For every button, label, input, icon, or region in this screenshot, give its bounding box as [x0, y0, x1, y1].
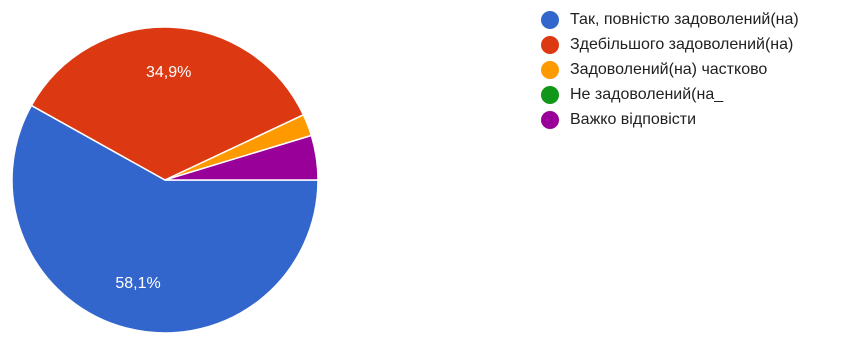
legend-label: Здебільшого задоволений(на)	[570, 36, 794, 53]
legend-swatch	[541, 11, 559, 29]
legend-item-fully-satisfied[interactable]: Так, повністю задоволений(на)	[541, 8, 799, 32]
legend-label: Задоволений(на) частково	[570, 61, 768, 78]
legend-swatch	[541, 111, 559, 129]
legend-swatch	[541, 36, 559, 54]
pie-slice-1[interactable]	[30, 26, 305, 181]
legend-label: Не задоволений(на_	[570, 86, 724, 103]
legend-item-not-satisfied[interactable]: Не задоволений(на_	[541, 83, 799, 107]
slice-data-label-0: 58,1%	[115, 275, 160, 292]
legend-label: Важко відповісти	[570, 111, 697, 128]
legend-item-mostly-satisfied[interactable]: Здебільшого задоволений(на)	[541, 33, 799, 57]
legend-swatch	[541, 61, 559, 79]
chart-legend: Так, повністю задоволений(на) Здебільшог…	[541, 8, 799, 133]
legend-label: Так, повністю задоволений(на)	[570, 11, 799, 28]
legend-item-hard-to-answer[interactable]: Важко відповісти	[541, 108, 799, 132]
legend-item-partially-satisfied[interactable]: Задоволений(на) частково	[541, 58, 799, 82]
slice-data-label-1: 34,9%	[146, 64, 191, 81]
pie-slice-4[interactable]	[164, 134, 319, 181]
pie-slice-0[interactable]	[11, 104, 319, 334]
legend-swatch	[541, 86, 559, 104]
